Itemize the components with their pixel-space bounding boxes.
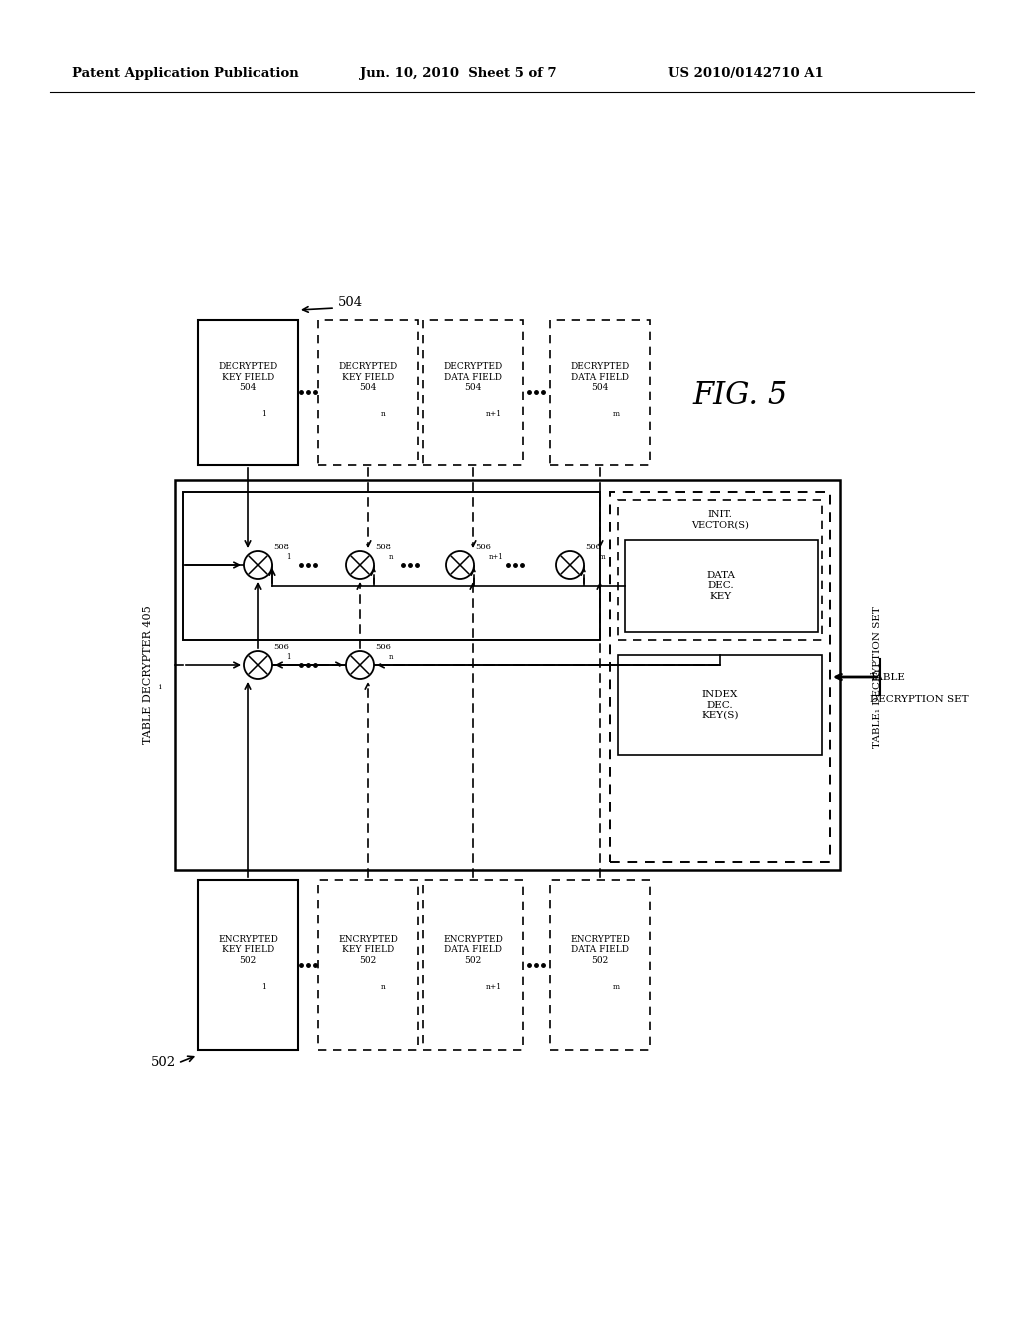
Circle shape — [556, 550, 584, 579]
Text: Patent Application Publication: Patent Application Publication — [72, 66, 299, 79]
Circle shape — [346, 651, 374, 678]
Text: 1: 1 — [287, 553, 291, 561]
Text: 508: 508 — [273, 543, 289, 550]
Text: 502: 502 — [151, 1056, 176, 1069]
Bar — [610, 492, 830, 862]
Bar — [183, 492, 600, 640]
Text: DATA
DEC.
KEY: DATA DEC. KEY — [707, 572, 735, 601]
Text: 506: 506 — [375, 643, 391, 651]
Text: n: n — [381, 983, 386, 991]
Text: ENCRYPTED
KEY FIELD
502: ENCRYPTED KEY FIELD 502 — [218, 935, 278, 965]
Text: ENCRYPTED
DATA FIELD
502: ENCRYPTED DATA FIELD 502 — [443, 935, 503, 965]
Text: n+1: n+1 — [486, 983, 502, 991]
Bar — [550, 319, 650, 465]
Text: m: m — [598, 553, 605, 561]
Text: FIG. 5: FIG. 5 — [692, 380, 787, 411]
Bar — [198, 319, 298, 465]
Text: INDEX
DEC.
KEY(S): INDEX DEC. KEY(S) — [701, 690, 738, 719]
Text: n: n — [381, 411, 386, 418]
Text: 506: 506 — [585, 543, 601, 550]
Circle shape — [244, 651, 272, 678]
Text: DECRYPTED
KEY FIELD
504: DECRYPTED KEY FIELD 504 — [218, 362, 278, 392]
Circle shape — [244, 550, 272, 579]
Text: 506: 506 — [475, 543, 490, 550]
Text: DECRYPTED
KEY FIELD
504: DECRYPTED KEY FIELD 504 — [338, 362, 397, 392]
Text: 1: 1 — [261, 411, 266, 418]
Bar — [550, 880, 650, 1049]
Text: DECRYPTED
DATA FIELD
504: DECRYPTED DATA FIELD 504 — [443, 362, 503, 392]
Text: m: m — [613, 983, 621, 991]
Text: m: m — [613, 411, 621, 418]
Text: DECRYPTED
DATA FIELD
504: DECRYPTED DATA FIELD 504 — [570, 362, 630, 392]
Text: ENCRYPTED
KEY FIELD
502: ENCRYPTED KEY FIELD 502 — [338, 935, 398, 965]
Text: INIT.
VECTOR(S): INIT. VECTOR(S) — [691, 511, 749, 529]
Bar — [318, 880, 418, 1049]
Bar — [618, 500, 822, 640]
Circle shape — [346, 550, 374, 579]
Bar — [423, 319, 523, 465]
Text: n: n — [388, 653, 393, 661]
Text: n+1: n+1 — [486, 411, 502, 418]
Text: 1: 1 — [287, 653, 291, 661]
Bar — [423, 880, 523, 1049]
Text: TABLE DECRYPTER 405: TABLE DECRYPTER 405 — [143, 606, 153, 744]
Bar — [618, 655, 822, 755]
Text: 1: 1 — [261, 983, 266, 991]
Text: 504: 504 — [338, 296, 364, 309]
Text: i: i — [159, 682, 162, 690]
Bar — [198, 880, 298, 1049]
Text: Jun. 10, 2010  Sheet 5 of 7: Jun. 10, 2010 Sheet 5 of 7 — [360, 66, 557, 79]
Text: 508: 508 — [375, 543, 391, 550]
Text: 506: 506 — [273, 643, 289, 651]
Text: DECRYPTION SET: DECRYPTION SET — [870, 694, 969, 704]
Text: TABLE: TABLE — [870, 672, 906, 681]
Text: n: n — [388, 553, 393, 561]
Bar — [318, 319, 418, 465]
Bar — [175, 480, 840, 870]
Text: US 2010/0142710 A1: US 2010/0142710 A1 — [668, 66, 823, 79]
Circle shape — [446, 550, 474, 579]
Text: TABLE₁ DECRYPTION SET: TABLE₁ DECRYPTION SET — [873, 606, 883, 748]
Text: n+1: n+1 — [488, 553, 503, 561]
Text: ENCRYPTED
DATA FIELD
502: ENCRYPTED DATA FIELD 502 — [570, 935, 630, 965]
Bar — [625, 540, 818, 632]
